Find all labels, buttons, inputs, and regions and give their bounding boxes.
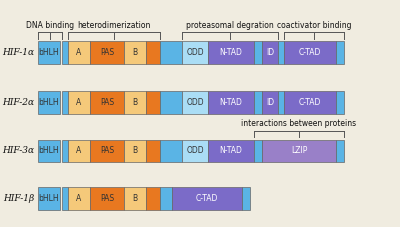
Bar bbox=[182, 41, 208, 64]
Bar bbox=[38, 91, 60, 114]
Text: ODD: ODD bbox=[186, 48, 204, 57]
Bar bbox=[146, 187, 160, 210]
Bar bbox=[62, 91, 68, 114]
Text: PAS: PAS bbox=[100, 98, 114, 107]
Text: coactivator binding: coactivator binding bbox=[277, 20, 351, 30]
Bar bbox=[336, 41, 344, 64]
Bar bbox=[90, 140, 124, 162]
Text: A: A bbox=[76, 48, 82, 57]
Bar bbox=[254, 91, 262, 114]
Bar bbox=[278, 41, 284, 64]
Text: heterodimerization: heterodimerization bbox=[77, 20, 151, 30]
Text: C-TAD: C-TAD bbox=[299, 98, 321, 107]
Text: bHLH: bHLH bbox=[39, 48, 59, 57]
Bar bbox=[182, 140, 208, 162]
Text: B: B bbox=[132, 194, 138, 203]
Bar bbox=[208, 140, 254, 162]
Bar bbox=[160, 91, 182, 114]
Bar bbox=[160, 140, 182, 162]
Bar bbox=[146, 41, 160, 64]
Bar bbox=[90, 187, 124, 210]
Text: interactions between proteins: interactions between proteins bbox=[242, 119, 356, 128]
Bar bbox=[262, 140, 336, 162]
Bar bbox=[90, 91, 124, 114]
Bar bbox=[38, 140, 60, 162]
Text: B: B bbox=[132, 98, 138, 107]
Bar bbox=[262, 91, 278, 114]
Bar bbox=[62, 41, 68, 64]
Text: ID: ID bbox=[266, 48, 274, 57]
Text: bHLH: bHLH bbox=[39, 98, 59, 107]
Bar bbox=[146, 91, 160, 114]
Bar bbox=[242, 187, 250, 210]
Text: A: A bbox=[76, 98, 82, 107]
Bar bbox=[62, 140, 68, 162]
Bar bbox=[182, 91, 208, 114]
Bar bbox=[62, 187, 68, 210]
Text: C-TAD: C-TAD bbox=[299, 48, 321, 57]
Bar bbox=[38, 41, 60, 64]
Bar bbox=[146, 140, 160, 162]
Bar bbox=[124, 187, 146, 210]
Text: B: B bbox=[132, 48, 138, 57]
Text: HIF-2α: HIF-2α bbox=[2, 98, 34, 107]
Bar bbox=[254, 140, 262, 162]
Bar bbox=[278, 91, 284, 114]
Text: proteasomal degration: proteasomal degration bbox=[186, 20, 274, 30]
Text: ID: ID bbox=[266, 98, 274, 107]
Text: PAS: PAS bbox=[100, 146, 114, 155]
Text: PAS: PAS bbox=[100, 194, 114, 203]
Text: HIF-1α: HIF-1α bbox=[2, 48, 34, 57]
Bar bbox=[262, 41, 278, 64]
Bar bbox=[68, 41, 90, 64]
Text: N-TAD: N-TAD bbox=[220, 146, 242, 155]
Bar bbox=[38, 187, 60, 210]
Text: bHLH: bHLH bbox=[39, 194, 59, 203]
Text: N-TAD: N-TAD bbox=[220, 98, 242, 107]
Text: HIF-1β: HIF-1β bbox=[3, 194, 34, 203]
Bar bbox=[68, 140, 90, 162]
Text: ODD: ODD bbox=[186, 98, 204, 107]
Bar bbox=[160, 41, 182, 64]
Bar bbox=[68, 187, 90, 210]
Bar bbox=[160, 187, 172, 210]
Bar bbox=[284, 41, 336, 64]
Text: DNA binding: DNA binding bbox=[26, 20, 74, 30]
Text: HIF-3α: HIF-3α bbox=[2, 146, 34, 155]
Text: A: A bbox=[76, 146, 82, 155]
Text: B: B bbox=[132, 146, 138, 155]
Bar bbox=[336, 140, 344, 162]
Bar bbox=[336, 91, 344, 114]
Text: PAS: PAS bbox=[100, 48, 114, 57]
Bar bbox=[254, 41, 262, 64]
Text: A: A bbox=[76, 194, 82, 203]
Bar bbox=[124, 91, 146, 114]
Text: N-TAD: N-TAD bbox=[220, 48, 242, 57]
Text: LZIP: LZIP bbox=[291, 146, 307, 155]
Bar bbox=[208, 41, 254, 64]
Text: ODD: ODD bbox=[186, 146, 204, 155]
Bar bbox=[124, 41, 146, 64]
Bar bbox=[284, 91, 336, 114]
Text: bHLH: bHLH bbox=[39, 146, 59, 155]
Bar bbox=[124, 140, 146, 162]
Bar bbox=[90, 41, 124, 64]
Text: C-TAD: C-TAD bbox=[196, 194, 218, 203]
Bar bbox=[68, 91, 90, 114]
Bar bbox=[208, 91, 254, 114]
Bar bbox=[172, 187, 242, 210]
